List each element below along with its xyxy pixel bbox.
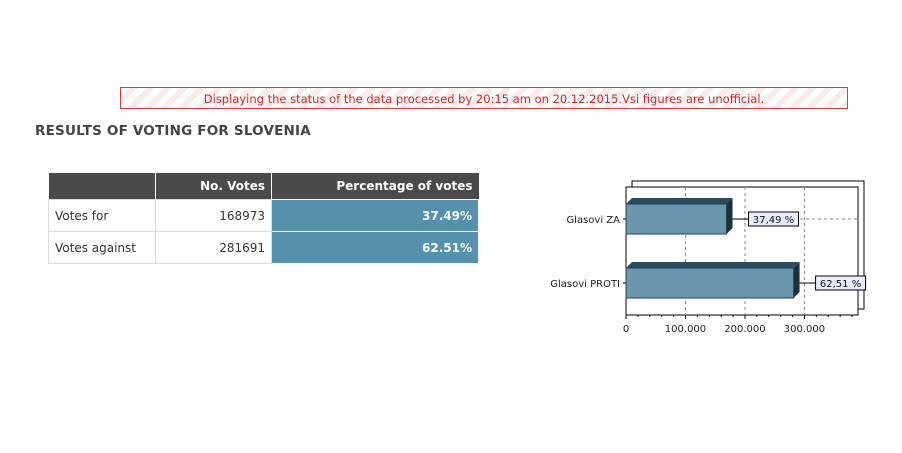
header-empty <box>48 173 156 200</box>
data-label: 37,49 % <box>753 215 794 226</box>
row-votes: 168973 <box>155 199 272 232</box>
bar-top-face <box>626 198 733 204</box>
table-row: Votes for 168973 37.49% <box>48 199 479 232</box>
data-label-box <box>748 211 800 227</box>
row-votes: 281691 <box>155 231 272 264</box>
votes-bar-chart: Glasovi ZA 37,49 % Glasovi PROTI 62,51 % 0 10… <box>550 180 867 335</box>
page-title: RESULTS OF VOTING FOR SLOVENIA <box>35 123 311 139</box>
x-tick-label: 300.000 <box>784 324 825 335</box>
bar <box>625 267 795 299</box>
bar <box>625 203 728 235</box>
category-label: Glasovi ZA <box>566 215 620 226</box>
row-label: Votes for <box>48 199 156 232</box>
table-row: Votes against 281691 62.51% <box>48 231 479 264</box>
row-percentage: 37.49% <box>271 199 479 232</box>
data-label: 62,51 % <box>820 279 861 290</box>
row-label: Votes against <box>48 231 156 264</box>
data-label-box <box>815 275 867 291</box>
x-tick-label: 0 <box>623 324 629 335</box>
header-votes: No. Votes <box>155 173 272 200</box>
bar-side-face <box>726 198 733 234</box>
x-tick-label: 100.000 <box>665 324 706 335</box>
table-header-row: No. Votes Percentage of votes <box>48 173 479 200</box>
row-percentage: 62.51% <box>271 231 479 264</box>
bar-top-face <box>626 262 800 268</box>
category-label: Glasovi PROTI <box>550 279 620 290</box>
bar-side-face <box>793 262 800 298</box>
data-status-notice: Displaying the status of the data proces… <box>120 87 848 109</box>
results-table: No. Votes Percentage of votes Votes for … <box>48 173 479 264</box>
x-tick-label: 200.000 <box>724 324 765 335</box>
header-percentage: Percentage of votes <box>271 173 479 200</box>
